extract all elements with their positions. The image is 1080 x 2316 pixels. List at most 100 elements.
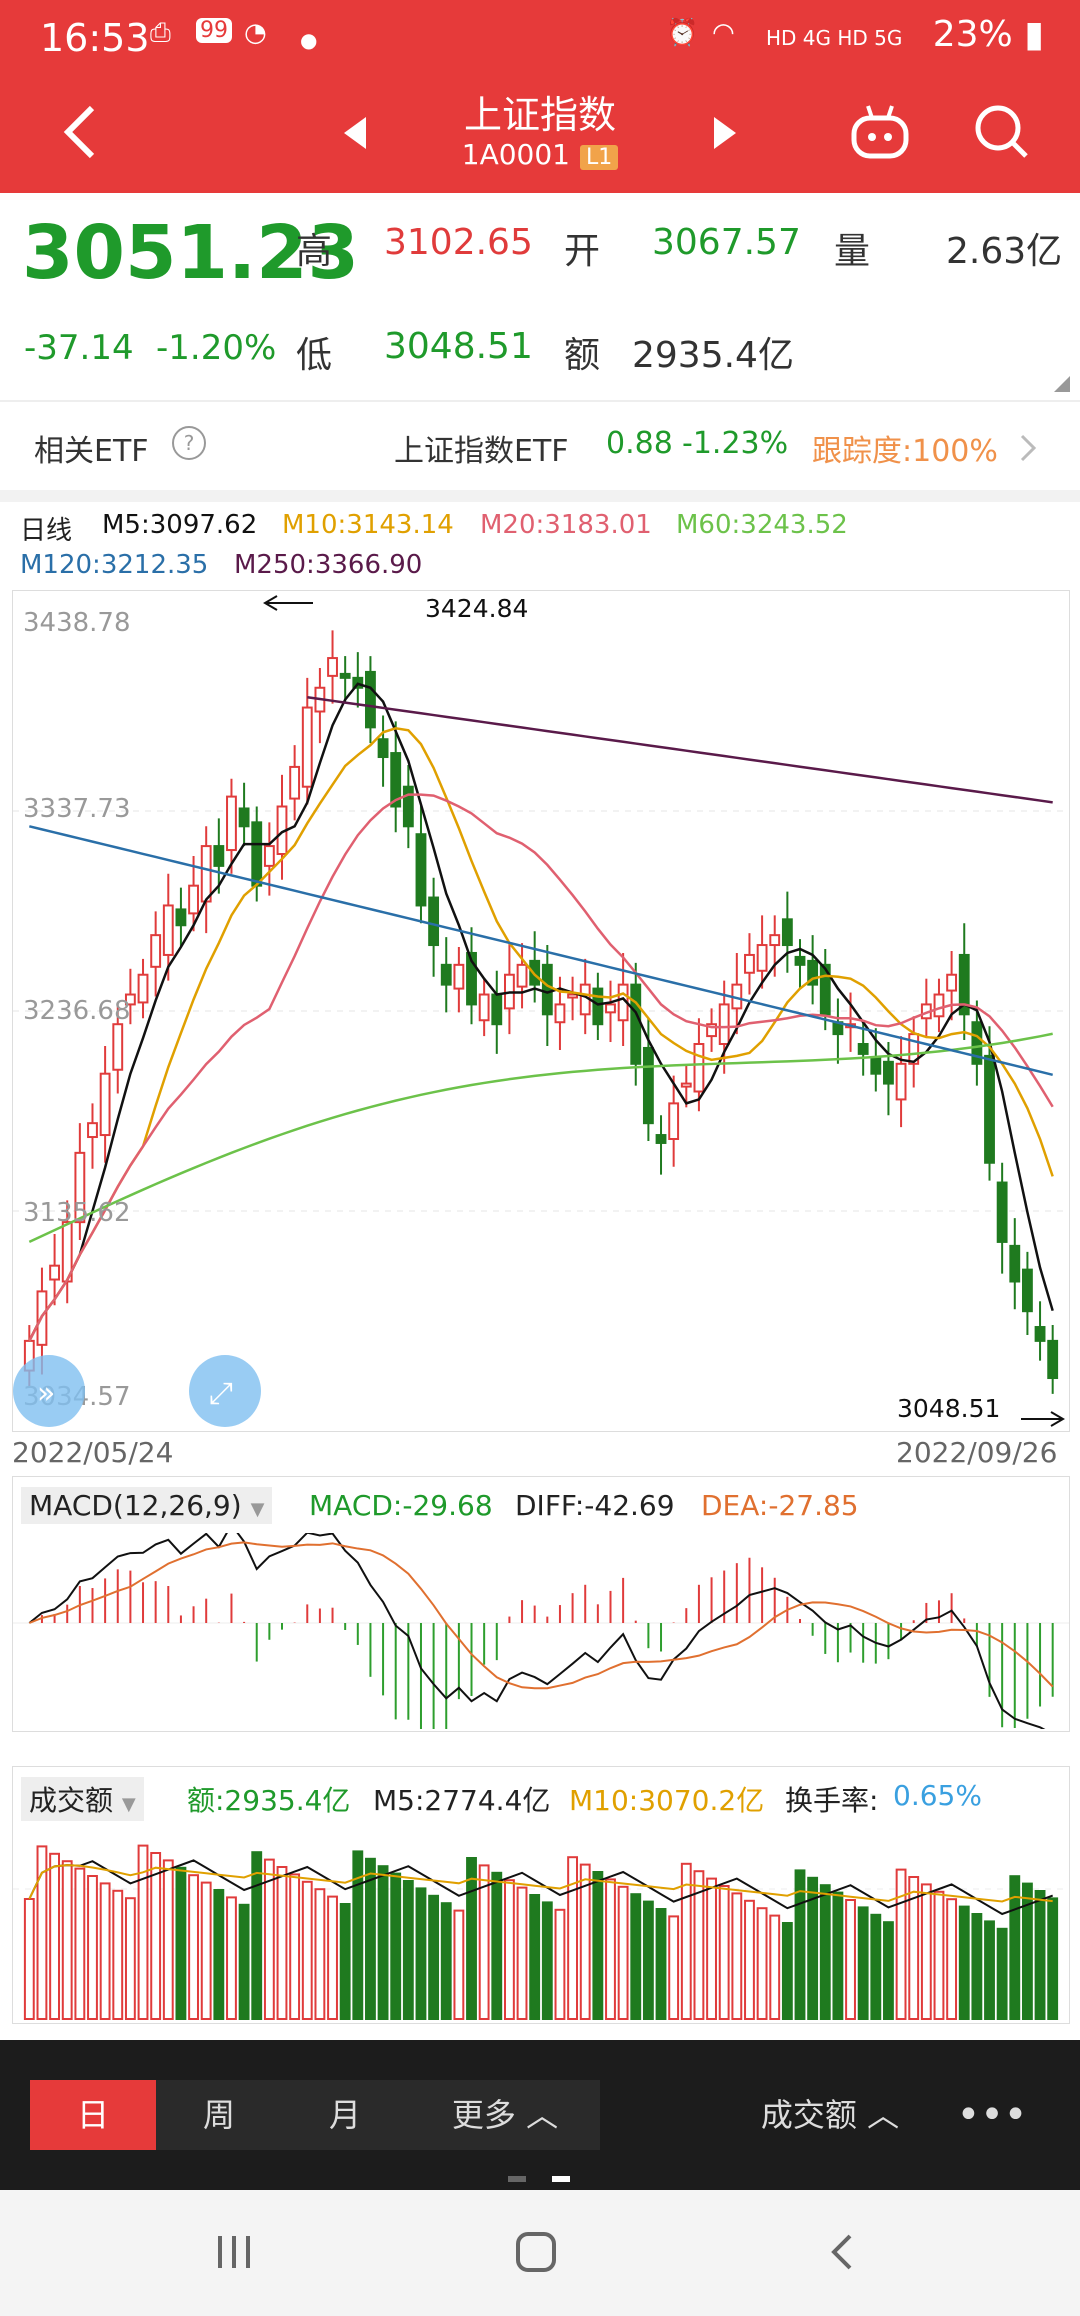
stock-code-text: 1A0001 — [461, 138, 570, 171]
low-label: 低 — [296, 335, 333, 376]
candle-body — [251, 821, 263, 887]
volume-bar — [415, 1887, 427, 2021]
candle-body — [137, 973, 149, 1004]
period-label: 日线 — [20, 516, 73, 546]
candle-body — [162, 904, 174, 956]
volume-bar — [162, 1859, 174, 2021]
volume-selector[interactable]: 成交额 ▼ — [21, 1777, 144, 1821]
volume-bar — [731, 1892, 743, 2020]
back-arrow-icon[interactable] — [60, 102, 100, 162]
candle-body — [289, 765, 301, 800]
volume-bar — [870, 1913, 882, 2020]
start-date: 2022/05/24 — [12, 1436, 174, 1469]
volume-bar — [327, 1895, 338, 2020]
candle-body — [554, 1003, 566, 1024]
expand-corner-icon[interactable] — [1052, 374, 1072, 394]
robot-assistant-icon[interactable] — [848, 102, 912, 162]
macd-selector[interactable]: MACD(12,26,9) ▼ — [21, 1487, 273, 1524]
dot-icon: ● — [300, 28, 318, 52]
volume-bar — [529, 1894, 541, 2020]
tab-week[interactable]: 周 — [202, 2096, 235, 2134]
ma10-line — [28, 727, 1054, 1342]
volume-bar — [642, 1900, 654, 2020]
volume-bar — [693, 1870, 705, 2021]
macd-panel[interactable]: MACD(12,26,9) ▼ MACD:-29.68 DIFF:-42.69 … — [12, 1476, 1070, 1732]
home-icon[interactable] — [514, 2230, 558, 2274]
volume-value: 2.63亿 — [946, 231, 1063, 272]
ma60-line — [28, 1032, 1053, 1244]
wifi-icon: ◠ — [712, 18, 735, 48]
candle-body — [946, 973, 958, 992]
prev-stock-icon[interactable] — [340, 115, 370, 151]
ma20-legend: M20:3183.01 — [480, 510, 652, 540]
volume-panel[interactable]: 成交额 ▼ 额:2935.4亿 M5:2774.4亿 M10:3070.2亿 换… — [12, 1766, 1070, 2024]
more-options-icon[interactable]: ••• — [956, 2092, 1028, 2138]
indicator-selector[interactable]: 成交额 ︿ — [740, 2080, 920, 2150]
candle-body — [630, 983, 642, 1065]
candle-body — [428, 896, 440, 947]
help-icon[interactable]: ? — [172, 426, 206, 460]
volume-label: 量 — [834, 231, 871, 272]
ma5-line — [28, 682, 1054, 1342]
candle-body — [756, 944, 768, 972]
volume-bar — [946, 1898, 958, 2020]
kline-chart[interactable]: 3438.78 3337.73 3236.68 3135.62 3034.57 … — [12, 590, 1070, 1432]
divider — [0, 400, 1080, 402]
candle-body — [491, 993, 503, 1026]
scroll-left-button[interactable] — [13, 1355, 85, 1427]
volume-m10-line — [28, 1864, 1053, 1903]
volume-bar — [251, 1851, 263, 2021]
volume-bar — [339, 1903, 351, 2020]
volume-bar — [99, 1882, 111, 2021]
candle-body — [984, 1054, 995, 1164]
chevron-up-icon: ︿ — [526, 2096, 559, 2134]
candle-body — [301, 706, 313, 788]
volume-bar — [23, 1898, 35, 2020]
volume-bar — [74, 1867, 86, 2020]
related-etf-row[interactable]: 相关ETF ? 上证指数ETF 0.88 -1.23% 跟踪度:100% — [0, 404, 1080, 490]
candle-body — [870, 1056, 882, 1075]
candle-body — [150, 934, 162, 968]
etf-pct: -1.23% — [682, 426, 789, 461]
fullscreen-button[interactable] — [189, 1355, 261, 1427]
volume-bar — [188, 1874, 199, 2021]
volume-bar — [137, 1844, 149, 2020]
low-marker-arrowhead — [1050, 1411, 1065, 1427]
back-icon[interactable] — [826, 2232, 856, 2272]
search-icon[interactable] — [972, 102, 1032, 162]
ma120-legend: M120:3212.35 — [20, 550, 209, 580]
volume-bar — [819, 1884, 831, 2021]
candle-body — [680, 1082, 692, 1088]
volume-bar — [883, 1921, 894, 2020]
volume-bar — [908, 1876, 920, 2020]
volume-bar — [984, 1920, 995, 2020]
y-tick-4: 3135.62 — [23, 1198, 131, 1228]
app-badge-icon: 99 — [196, 18, 232, 43]
candle-body — [415, 833, 427, 907]
volume-bar — [794, 1869, 806, 2021]
next-stock-icon[interactable] — [710, 115, 740, 151]
kline-svg: 3438.78 3337.73 3236.68 3135.62 3034.57 … — [13, 594, 1069, 1427]
volume-bar — [466, 1857, 477, 2020]
volume-bar — [440, 1902, 452, 2020]
tab-more[interactable]: 更多 ︿ — [420, 2080, 590, 2150]
level-badge: L1 — [579, 145, 619, 170]
candle-body — [74, 1151, 86, 1224]
candle-body — [466, 951, 477, 1006]
indicator-label: 成交额 — [760, 2096, 857, 2134]
volume-bar — [541, 1901, 553, 2020]
recent-apps-icon[interactable] — [214, 2232, 254, 2272]
etf-name: 上证指数ETF — [394, 434, 569, 469]
dea-value: DEA:-27.85 — [701, 1489, 859, 1522]
tab-day[interactable]: 日 — [30, 2080, 156, 2150]
volume-bar — [238, 1903, 250, 2020]
network-indicator: HD 4G HD 5G — [766, 26, 903, 50]
price-change-pct: -1.20% — [156, 328, 277, 368]
dropdown-icon: ▼ — [121, 1794, 136, 1815]
candle-body — [213, 845, 225, 867]
end-date: 2022/09/26 — [896, 1436, 1058, 1469]
app-notification-icon: ⎙ — [150, 18, 171, 48]
tab-month[interactable]: 月 — [328, 2096, 361, 2134]
candle-body — [883, 1060, 894, 1085]
volume-bar — [175, 1866, 187, 2020]
